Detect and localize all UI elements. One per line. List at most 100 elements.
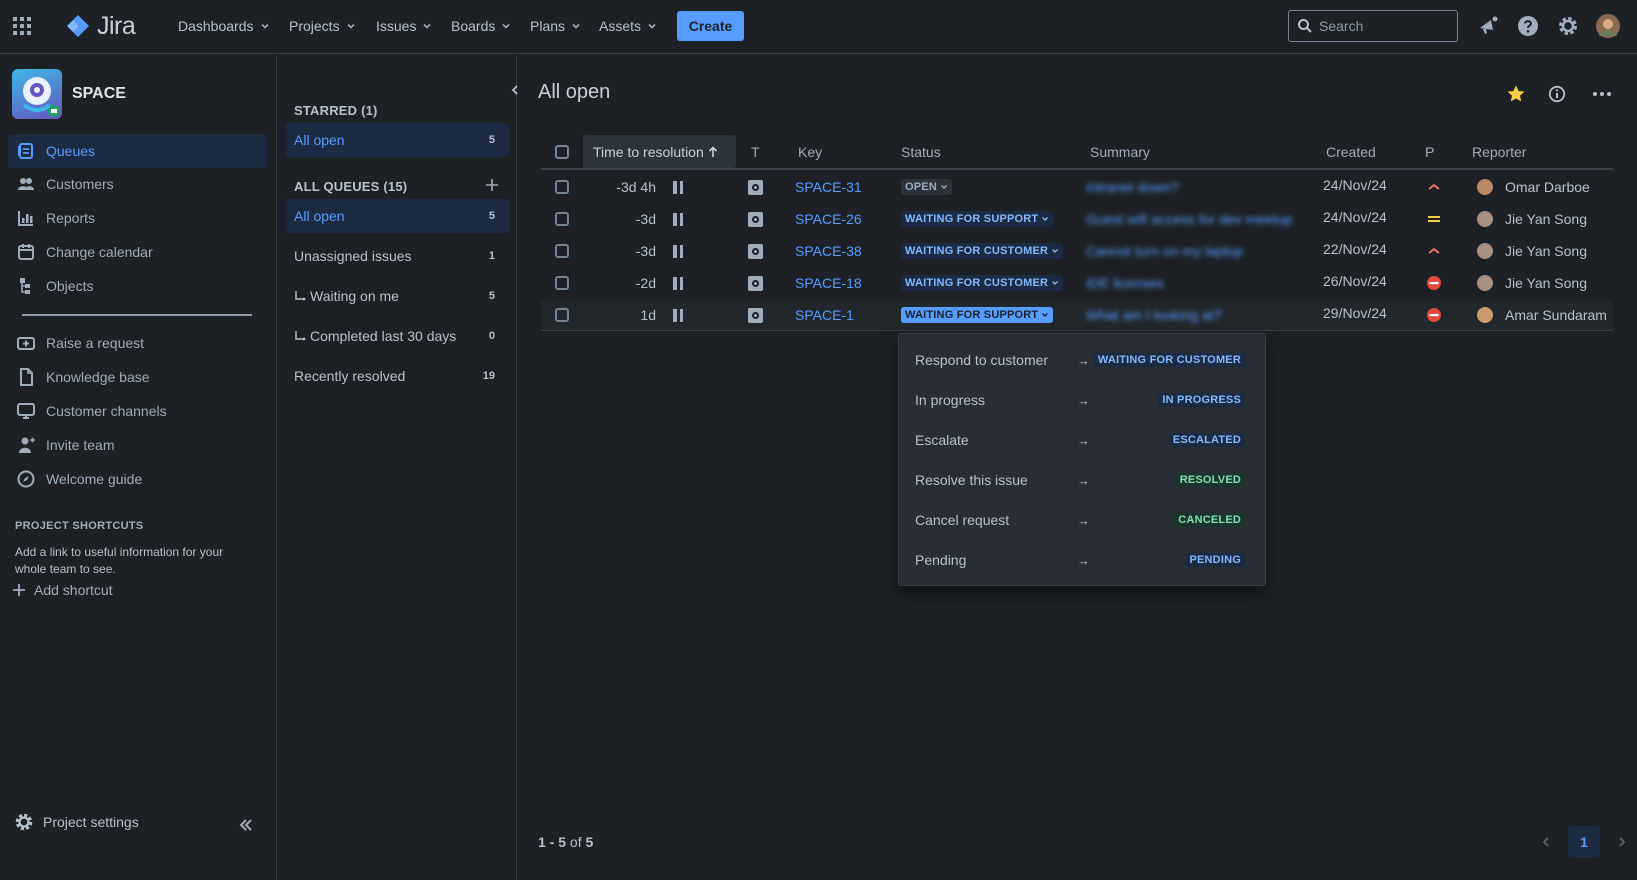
app-switcher-icon[interactable] (12, 16, 32, 36)
collapse-queues-icon[interactable] (505, 80, 525, 100)
issue-key[interactable]: SPACE-18 (795, 267, 862, 299)
nav-issues[interactable]: Issues (376, 15, 432, 37)
sidebar-item-knowledge-base[interactable]: Knowledge base (8, 360, 267, 394)
sidebar-item-customers[interactable]: Customers (8, 167, 267, 201)
column-header-type[interactable]: T (751, 143, 760, 160)
column-header-status[interactable]: Status (901, 143, 941, 160)
column-header-created[interactable]: Created (1326, 143, 1376, 160)
project-header[interactable]: SPACE (12, 69, 126, 119)
nav-plans[interactable]: Plans (530, 15, 581, 37)
more-actions-icon[interactable] (1591, 83, 1613, 105)
column-header-reporter[interactable]: Reporter (1472, 143, 1527, 160)
sidebar-item-objects[interactable]: Objects (8, 269, 267, 303)
issue-key-link[interactable]: SPACE-1 (795, 307, 854, 323)
sidebar-item-queues[interactable]: Queues (8, 134, 267, 168)
issue-key[interactable]: SPACE-31 (795, 171, 862, 203)
table-row[interactable]: -2d SPACE-18 WAITING FOR CUSTOMER IDE li… (541, 267, 1613, 299)
help-icon[interactable] (1515, 13, 1541, 39)
table-row[interactable]: -3d SPACE-26 WAITING FOR SUPPORT Guest w… (541, 203, 1613, 235)
project-settings-button[interactable]: Project settings (14, 812, 139, 832)
queue-item-unassigned[interactable]: Unassigned issues 1 (286, 239, 509, 273)
issue-key-link[interactable]: SPACE-31 (795, 179, 862, 195)
notifications-icon[interactable] (1475, 13, 1501, 39)
status-lozenge[interactable]: WAITING FOR SUPPORT (901, 307, 1054, 323)
table-row[interactable]: -3d 4h SPACE-31 OPEN Intranet down? 24/N… (541, 171, 1613, 203)
queue-item-completed-last-30-days[interactable]: Completed last 30 days 0 (286, 319, 509, 353)
page-button-current[interactable]: 1 (1568, 826, 1600, 858)
create-button[interactable]: Create (677, 11, 744, 41)
table-row[interactable]: -3d SPACE-38 WAITING FOR CUSTOMER Cannot… (541, 235, 1613, 267)
summary-cell[interactable]: What am I looking at? (1086, 307, 1222, 323)
user-avatar[interactable] (1595, 13, 1621, 39)
transition-pending[interactable]: Pending → PENDING (899, 540, 1265, 580)
summary-cell[interactable]: IDE licenses (1086, 275, 1164, 291)
jira-logo[interactable]: Jira (65, 12, 136, 40)
transition-cancel-request[interactable]: Cancel request → CANCELED (899, 500, 1265, 540)
row-checkbox[interactable] (555, 180, 569, 194)
queue-item-starred-all-open[interactable]: All open 5 (286, 123, 509, 157)
add-shortcut-button[interactable]: Add shortcut (12, 582, 113, 598)
transition-escalate[interactable]: Escalate → ESCALATED (899, 420, 1265, 460)
nav-dashboards[interactable]: Dashboards (178, 15, 270, 37)
column-header-key[interactable]: Key (798, 143, 823, 160)
status-lozenge[interactable]: WAITING FOR CUSTOMER (901, 275, 1064, 291)
add-queue-icon[interactable] (484, 177, 500, 193)
transition-respond-to-customer[interactable]: Respond to customer → WAITING FOR CUSTOM… (899, 340, 1265, 380)
queue-item-all-open[interactable]: All open 5 (286, 199, 509, 233)
queue-item-recently-resolved[interactable]: Recently resolved 19 (286, 359, 509, 393)
status-lozenge[interactable]: WAITING FOR CUSTOMER (901, 243, 1064, 259)
status-cell[interactable]: OPEN (901, 171, 952, 203)
nav-boards[interactable]: Boards (451, 15, 511, 37)
row-checkbox-cell[interactable] (555, 299, 569, 331)
info-icon[interactable] (1546, 83, 1568, 105)
transition-in-progress[interactable]: In progress → IN PROGRESS (899, 380, 1265, 420)
summary-cell[interactable]: Cannot turn on my laptop (1086, 243, 1244, 259)
row-checkbox-cell[interactable] (555, 267, 569, 299)
column-header-summary[interactable]: Summary (1090, 143, 1150, 160)
collapse-sidebar-icon[interactable] (236, 815, 256, 835)
issue-key[interactable]: SPACE-38 (795, 235, 862, 267)
row-checkbox[interactable] (555, 212, 569, 226)
row-checkbox-cell[interactable] (555, 171, 569, 203)
settings-gear-icon[interactable] (1555, 13, 1581, 39)
status-cell[interactable]: WAITING FOR CUSTOMER (901, 267, 1064, 299)
status-lozenge[interactable]: OPEN (901, 179, 952, 195)
row-checkbox[interactable] (555, 308, 569, 322)
issue-key[interactable]: SPACE-26 (795, 203, 862, 235)
issue-key-link[interactable]: SPACE-38 (795, 243, 862, 259)
sidebar-item-raise-request[interactable]: Raise a request (8, 326, 267, 360)
sidebar-item-change-calendar[interactable]: Change calendar (8, 235, 267, 269)
issue-key-link[interactable]: SPACE-26 (795, 211, 862, 227)
sidebar-item-customer-channels[interactable]: Customer channels (8, 394, 267, 428)
star-icon[interactable] (1505, 83, 1527, 105)
summary-cell[interactable]: Guest wifi access for dev meetup (1086, 211, 1293, 227)
row-checkbox-cell[interactable] (555, 203, 569, 235)
search-box[interactable] (1288, 10, 1458, 42)
previous-page-icon[interactable] (1530, 826, 1562, 858)
select-all-checkbox[interactable] (555, 144, 569, 159)
issue-key-link[interactable]: SPACE-18 (795, 275, 862, 291)
sidebar-item-invite-team[interactable]: Invite team (8, 428, 267, 462)
select-all-checkbox-cell[interactable] (555, 135, 569, 168)
service-request-icon (748, 267, 763, 299)
nav-assets[interactable]: Assets (599, 15, 657, 37)
column-header-priority[interactable]: P (1425, 143, 1435, 160)
status-cell[interactable]: WAITING FOR CUSTOMER (901, 235, 1064, 267)
summary-cell[interactable]: Intranet down? (1086, 179, 1179, 195)
issue-key[interactable]: SPACE-1 (795, 299, 854, 331)
sidebar-item-welcome-guide[interactable]: Welcome guide (8, 462, 267, 496)
nav-projects[interactable]: Projects (289, 15, 356, 37)
queue-item-waiting-on-me[interactable]: Waiting on me 5 (286, 279, 509, 313)
table-row[interactable]: 1d SPACE-1 WAITING FOR SUPPORT What am I… (541, 299, 1613, 331)
search-input[interactable] (1319, 18, 1449, 34)
next-page-icon[interactable] (1606, 826, 1637, 858)
sidebar-item-reports[interactable]: Reports (8, 201, 267, 235)
column-header-ttr[interactable]: Time to resolution (583, 135, 736, 168)
status-cell[interactable]: WAITING FOR SUPPORT (901, 203, 1054, 235)
transition-resolve-this-issue[interactable]: Resolve this issue → RESOLVED (899, 460, 1265, 500)
status-cell[interactable]: WAITING FOR SUPPORT (901, 299, 1054, 331)
row-checkbox[interactable] (555, 244, 569, 258)
row-checkbox[interactable] (555, 276, 569, 290)
status-lozenge[interactable]: WAITING FOR SUPPORT (901, 211, 1054, 227)
row-checkbox-cell[interactable] (555, 235, 569, 267)
